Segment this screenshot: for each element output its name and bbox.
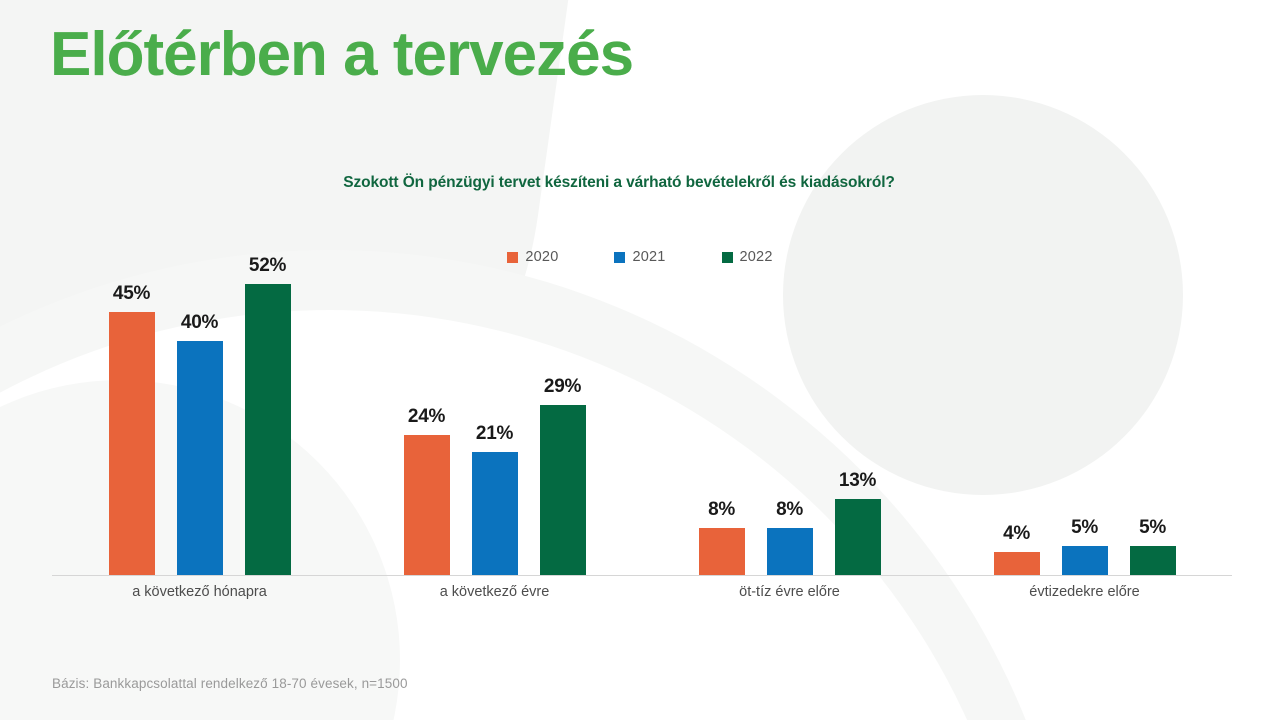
bar-rect[interactable]: [1061, 545, 1108, 575]
legend-swatch-icon: [614, 251, 626, 263]
bar-item[interactable]: 8%: [698, 255, 745, 575]
bar-group: 45% 40% 52%: [52, 255, 347, 575]
bar-value-label: 5%: [1071, 516, 1098, 538]
bar-group-bars: 45% 40% 52%: [52, 255, 347, 575]
bar-item[interactable]: 13%: [834, 255, 881, 575]
bar-rect[interactable]: [108, 311, 155, 575]
bar-value-label: 24%: [407, 405, 446, 427]
bar-value-label: 13%: [838, 469, 877, 491]
bar-item[interactable]: 5%: [1061, 255, 1108, 575]
bar-group-bars: 24% 21% 29%: [347, 255, 642, 575]
bar-group-bars: 8% 8% 13%: [642, 255, 937, 575]
bar-value-label: 21%: [475, 423, 514, 445]
chart-title: Szokott Ön pénzügyi tervet készíteni a v…: [343, 174, 895, 191]
legend-swatch-icon: [721, 251, 733, 263]
x-axis-category-label: a következő hónapra: [132, 584, 267, 599]
legend-label: 2020: [525, 249, 559, 265]
bar-item[interactable]: 8%: [766, 255, 813, 575]
x-axis-category-label: öt-tíz évre előre: [739, 584, 840, 599]
x-axis-category-label: évtizedekre előre: [1029, 584, 1140, 599]
bar-group: 8% 8% 13%: [642, 255, 937, 575]
page-title: Előtérben a tervezés: [50, 20, 634, 89]
bar-value-label: 45%: [112, 282, 151, 304]
bar-group-bars: 4% 5% 5%: [937, 255, 1232, 575]
bar-item[interactable]: 29%: [539, 255, 586, 575]
chart-legend: 2020 2021 2022: [0, 249, 1280, 265]
legend-item-2020[interactable]: 2020: [507, 249, 558, 265]
bar-rect[interactable]: [539, 405, 586, 575]
bar-rect[interactable]: [834, 498, 881, 575]
bar-item[interactable]: 45%: [108, 255, 155, 575]
bar-item[interactable]: 52%: [244, 255, 291, 575]
bar-value-label: 8%: [776, 499, 803, 521]
bar-groups: 45% 40% 52% 24% 21% 29% 8% 8% 13% 4% 5% 5%: [52, 255, 1232, 575]
bar-rect[interactable]: [403, 434, 450, 575]
x-axis-line: [52, 575, 1232, 576]
bar-rect[interactable]: [176, 341, 223, 575]
bar-rect[interactable]: [244, 284, 291, 575]
x-axis-labels-clipped: a következő hónapra a következő évre öt-tí…: [52, 581, 1232, 599]
bar-value-label: 4%: [1003, 522, 1030, 544]
bar-item[interactable]: 21%: [471, 255, 518, 575]
bar-rect[interactable]: [471, 452, 518, 575]
bar-rect[interactable]: [766, 528, 813, 575]
bar-value-label: 8%: [708, 499, 735, 521]
bar-item[interactable]: 40%: [176, 255, 223, 575]
bar-item[interactable]: 4%: [993, 255, 1040, 575]
bar-group: 24% 21% 29%: [347, 255, 642, 575]
legend-item-2022[interactable]: 2022: [721, 249, 773, 265]
bar-item[interactable]: 5%: [1129, 255, 1176, 575]
legend-item-2021[interactable]: 2021: [614, 249, 665, 265]
legend-swatch-icon: [507, 251, 519, 263]
bar-rect[interactable]: [698, 528, 745, 575]
bar-value-label: 29%: [543, 376, 582, 398]
bar-group: 4% 5% 5%: [937, 255, 1232, 575]
x-axis-category-label: a következő évre: [439, 584, 550, 599]
legend-label: 2022: [739, 249, 773, 265]
bar-value-label: 52%: [248, 255, 287, 276]
chart-footnote: Bázis: Bankkapcsolattal rendelkező 18-70…: [52, 676, 408, 691]
bar-rect[interactable]: [1129, 545, 1176, 575]
bar-value-label: 5%: [1139, 516, 1166, 538]
bar-rect[interactable]: [993, 551, 1040, 575]
bar-value-label: 40%: [180, 312, 219, 333]
x-axis-label-row: a következő hónapra a következő évre öt-tí…: [52, 581, 1232, 599]
bar-item[interactable]: 24%: [403, 255, 450, 575]
legend-label: 2021: [632, 249, 666, 265]
